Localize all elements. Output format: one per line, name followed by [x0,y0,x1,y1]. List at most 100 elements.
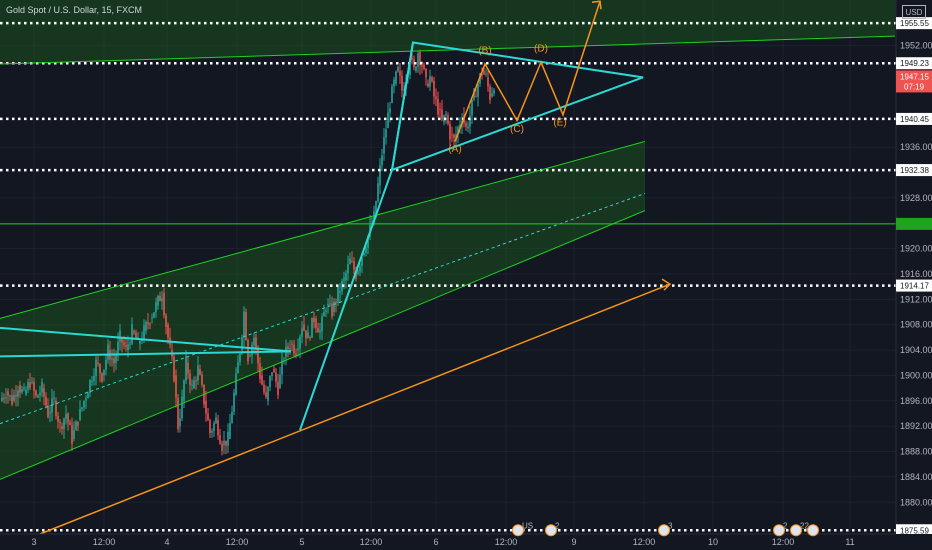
candle-body [465,123,467,127]
candle-body [29,382,31,388]
candle-body [451,134,453,136]
event-badge[interactable]: 3 [658,521,674,537]
candle-body [337,286,339,303]
candle-body [135,332,137,340]
candle-body [433,81,435,97]
currency-badge[interactable]: USD [902,5,926,19]
candle-body [93,375,95,381]
candle-body [133,331,135,333]
candle-body [385,129,387,138]
candle-body [361,257,363,266]
wedge-line [0,326,292,353]
candle-body [237,362,239,374]
candle-body [41,381,43,393]
candle-body [363,253,365,255]
x-tick-label: 9 [571,537,576,547]
candle-body [103,369,105,376]
candle-body [99,363,101,374]
wedge-line [0,350,292,358]
candle-body [153,312,155,318]
candle-body [469,115,471,127]
candle-body [329,303,331,305]
event-badge[interactable]: 22 [790,521,810,537]
orange-support-line [39,283,671,535]
candle-body [9,395,11,397]
candle-body [349,258,351,265]
candle-body [403,89,405,91]
candle-body [261,375,263,385]
candle-body [85,398,87,401]
candle-body [311,317,313,338]
chart-title-text: Gold Spot / U.S. Dollar, 15, FXCM [6,5,143,15]
candle-body [419,52,421,66]
candle-body [453,134,455,139]
candle-body [365,247,367,254]
candle-body [299,336,301,349]
candle-body [57,415,59,422]
candle-body [195,380,197,382]
candle-body [427,83,429,87]
candle-body [327,304,329,306]
y-tick-label: 1920.00 [900,244,932,254]
candle-body [229,423,231,439]
candle-body [227,431,229,446]
candle-body [31,381,33,383]
level-tag-bg [896,164,932,177]
candle-body [119,330,121,342]
candle-body [263,384,265,393]
candle-body [241,337,243,351]
current-price-tag [896,70,932,93]
candle-body [339,291,341,294]
candle-body [233,392,235,412]
candle-body [493,90,495,94]
green-level-tag [896,217,932,230]
event-badge[interactable]: 2 [773,521,789,537]
candle-body [467,126,469,129]
level-tag-text: 1932.38 [900,166,929,175]
candle-body [163,293,165,316]
candle-body [389,108,391,113]
event-badge[interactable]: 2 [545,521,561,537]
label-layer: (A) (B) (C) (D) (E) [448,43,566,155]
candle-body [281,360,283,375]
candle-body [353,261,355,271]
level-tag-bg [896,279,932,292]
event-badge[interactable]: US [512,521,534,537]
candle-body [379,165,381,186]
candle-body [429,76,431,87]
x-tick-label: 6 [433,537,438,547]
candle-body [123,342,125,346]
candle-body [391,86,393,103]
candle-body [101,373,103,382]
candle-body [105,359,107,370]
candle-body [23,387,25,389]
x-tick-label: 12:00 [633,537,656,547]
candle-body [459,124,461,129]
candle-body [307,332,309,339]
candle-body [215,417,217,424]
x-tick-label: 11 [845,537,854,547]
candle-body [107,344,109,360]
candle-body [95,359,97,376]
candle-body [3,397,5,399]
current-price-text: 1947.15 [900,72,929,81]
candle-body [199,369,201,375]
candle-body [33,381,35,391]
candle-body [175,375,177,398]
candle-body [359,265,361,272]
candle-body [303,324,305,331]
event-badge[interactable] [807,524,819,537]
candle-body [231,411,233,424]
candle-body [111,358,113,360]
drawing-layer[interactable] [0,0,896,535]
candle-body [15,394,17,397]
candle-body [91,380,93,382]
candle-body [155,302,157,313]
candle-body [217,419,219,436]
candle-body [131,324,133,344]
candle-body [375,201,377,217]
event-badge-circle [807,524,819,537]
